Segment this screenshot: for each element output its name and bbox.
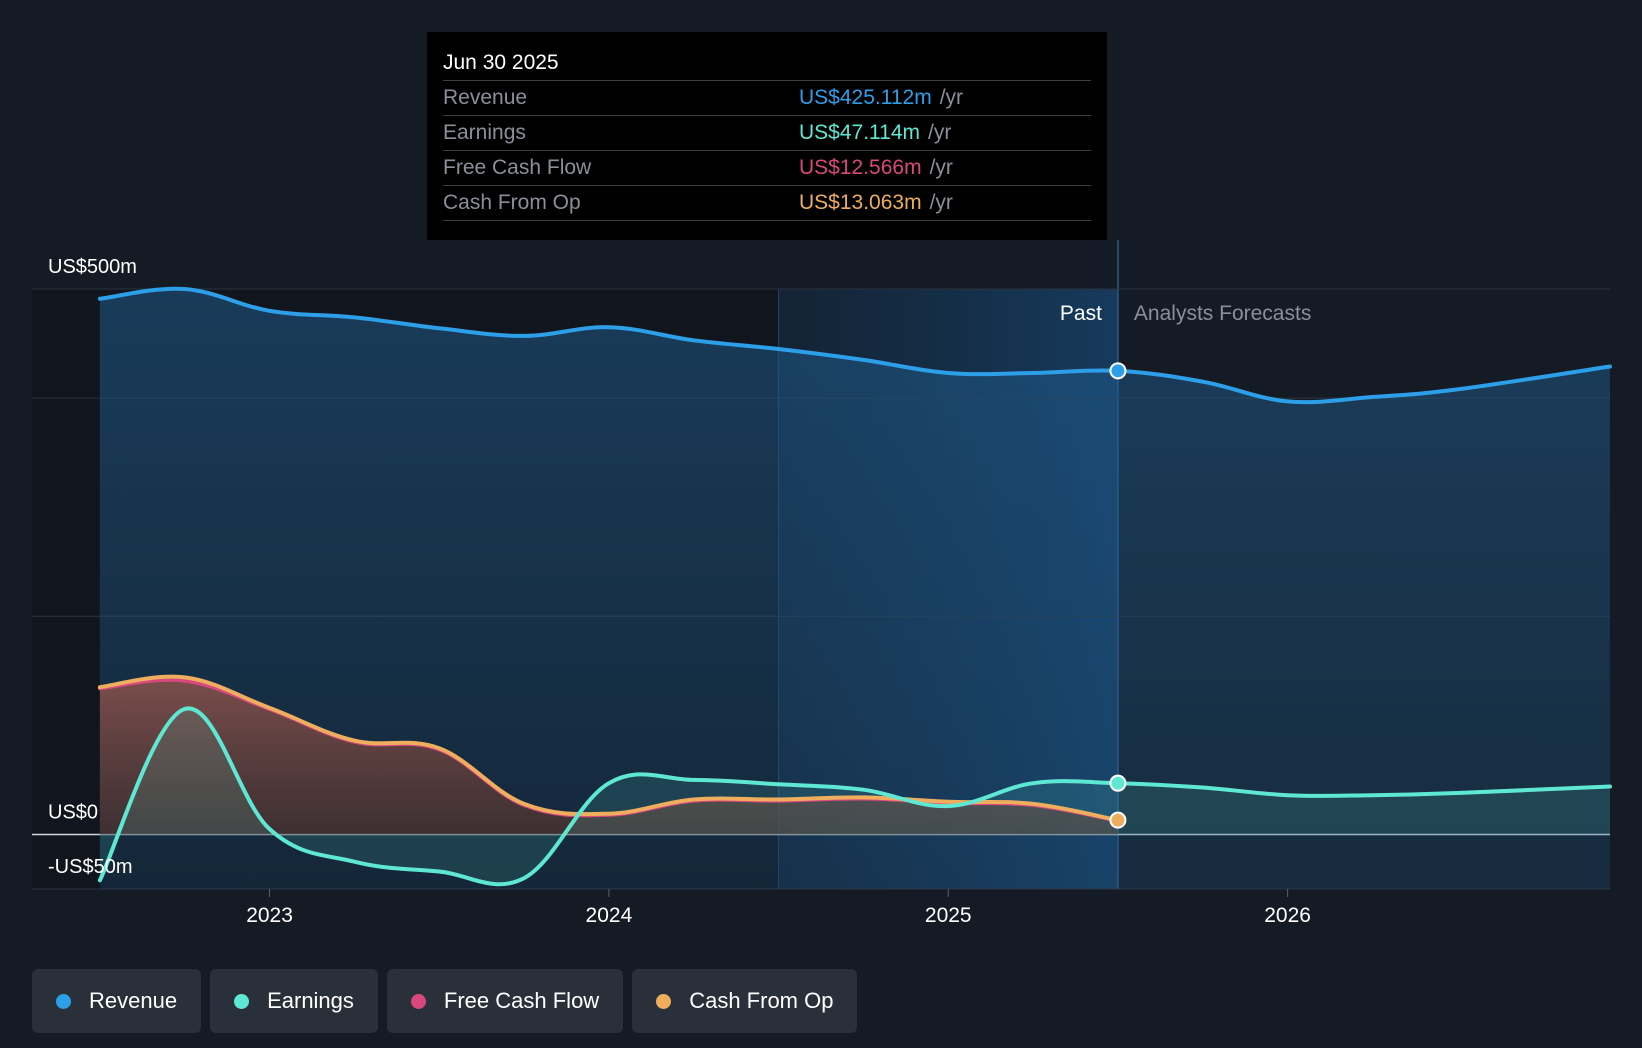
- revenue-area: [99, 288, 1610, 889]
- tooltip-row-earnings: Earnings US$47.114m /yr: [443, 116, 1091, 151]
- earnings-dot-icon: [234, 993, 250, 1009]
- legend-item-free-cash-flow[interactable]: Free Cash Flow: [386, 969, 624, 1033]
- cash-from-op-line: [97, 674, 1120, 823]
- legend-label: Revenue: [89, 988, 178, 1013]
- legend-item-earnings[interactable]: Earnings: [210, 969, 378, 1033]
- cash-from-op-area: [99, 676, 1118, 835]
- y-axis-label: US$500m: [48, 256, 137, 278]
- chart-legend: Revenue Earnings Free Cash Flow Cash Fro…: [32, 969, 858, 1033]
- cash-from-op-marker: [1109, 811, 1127, 829]
- tooltip-row-revenue: Revenue US$425.112m /yr: [443, 81, 1091, 116]
- tooltip-date: Jun 30 2025: [443, 46, 1091, 81]
- tooltip-label: Free Cash Flow: [443, 156, 592, 179]
- tooltip-label: Revenue: [443, 86, 528, 109]
- tooltip-value: US$13.063m: [799, 191, 922, 214]
- revenue-dot-icon: [56, 993, 71, 1009]
- tooltip-label: Earnings: [443, 121, 526, 144]
- y-axis-label: -US$50m: [48, 856, 132, 878]
- legend-label: Cash From Op: [689, 988, 834, 1013]
- forecast-label: Analysts Forecasts: [1134, 302, 1311, 325]
- legend-item-revenue[interactable]: Revenue: [32, 969, 202, 1033]
- tooltip-unit: /yr: [929, 156, 953, 179]
- free-cash-flow-area: [99, 679, 1118, 835]
- earnings-marker: [1109, 774, 1127, 792]
- tooltip-label: Cash From Op: [443, 191, 581, 214]
- legend-label: Earnings: [267, 988, 354, 1013]
- tooltip-value: US$47.114m: [799, 121, 921, 144]
- tooltip-row-cash-from-op: Cash From Op US$13.063m /yr: [443, 186, 1091, 221]
- legend-item-cash-from-op[interactable]: Cash From Op: [632, 969, 858, 1033]
- free-cash-flow-dot-icon: [410, 993, 426, 1009]
- tooltip: Jun 30 2025 Revenue US$425.112m /yr Earn…: [427, 32, 1107, 240]
- x-axis-label: 2023: [246, 904, 293, 927]
- cash-from-op-dot-icon: [656, 993, 672, 1009]
- tooltip-unit: /yr: [929, 191, 953, 214]
- x-axis-label: 2024: [586, 904, 633, 927]
- tooltip-value: US$425.112m: [799, 86, 932, 109]
- past-label: Past: [1060, 302, 1102, 325]
- tooltip-row-free-cash-flow: Free Cash Flow US$12.566m /yr: [443, 151, 1091, 186]
- tooltip-unit: /yr: [939, 86, 964, 109]
- revenue-marker: [1109, 362, 1127, 380]
- x-axis-label: 2025: [925, 904, 972, 927]
- y-axis-label: US$0: [48, 801, 98, 823]
- tooltip-unit: /yr: [928, 121, 952, 144]
- tooltip-value: US$12.566m: [799, 156, 922, 179]
- earnings-line: [97, 706, 1612, 887]
- legend-label: Free Cash Flow: [443, 988, 600, 1013]
- revenue-line: [97, 286, 1612, 405]
- x-axis-label: 2026: [1264, 904, 1311, 927]
